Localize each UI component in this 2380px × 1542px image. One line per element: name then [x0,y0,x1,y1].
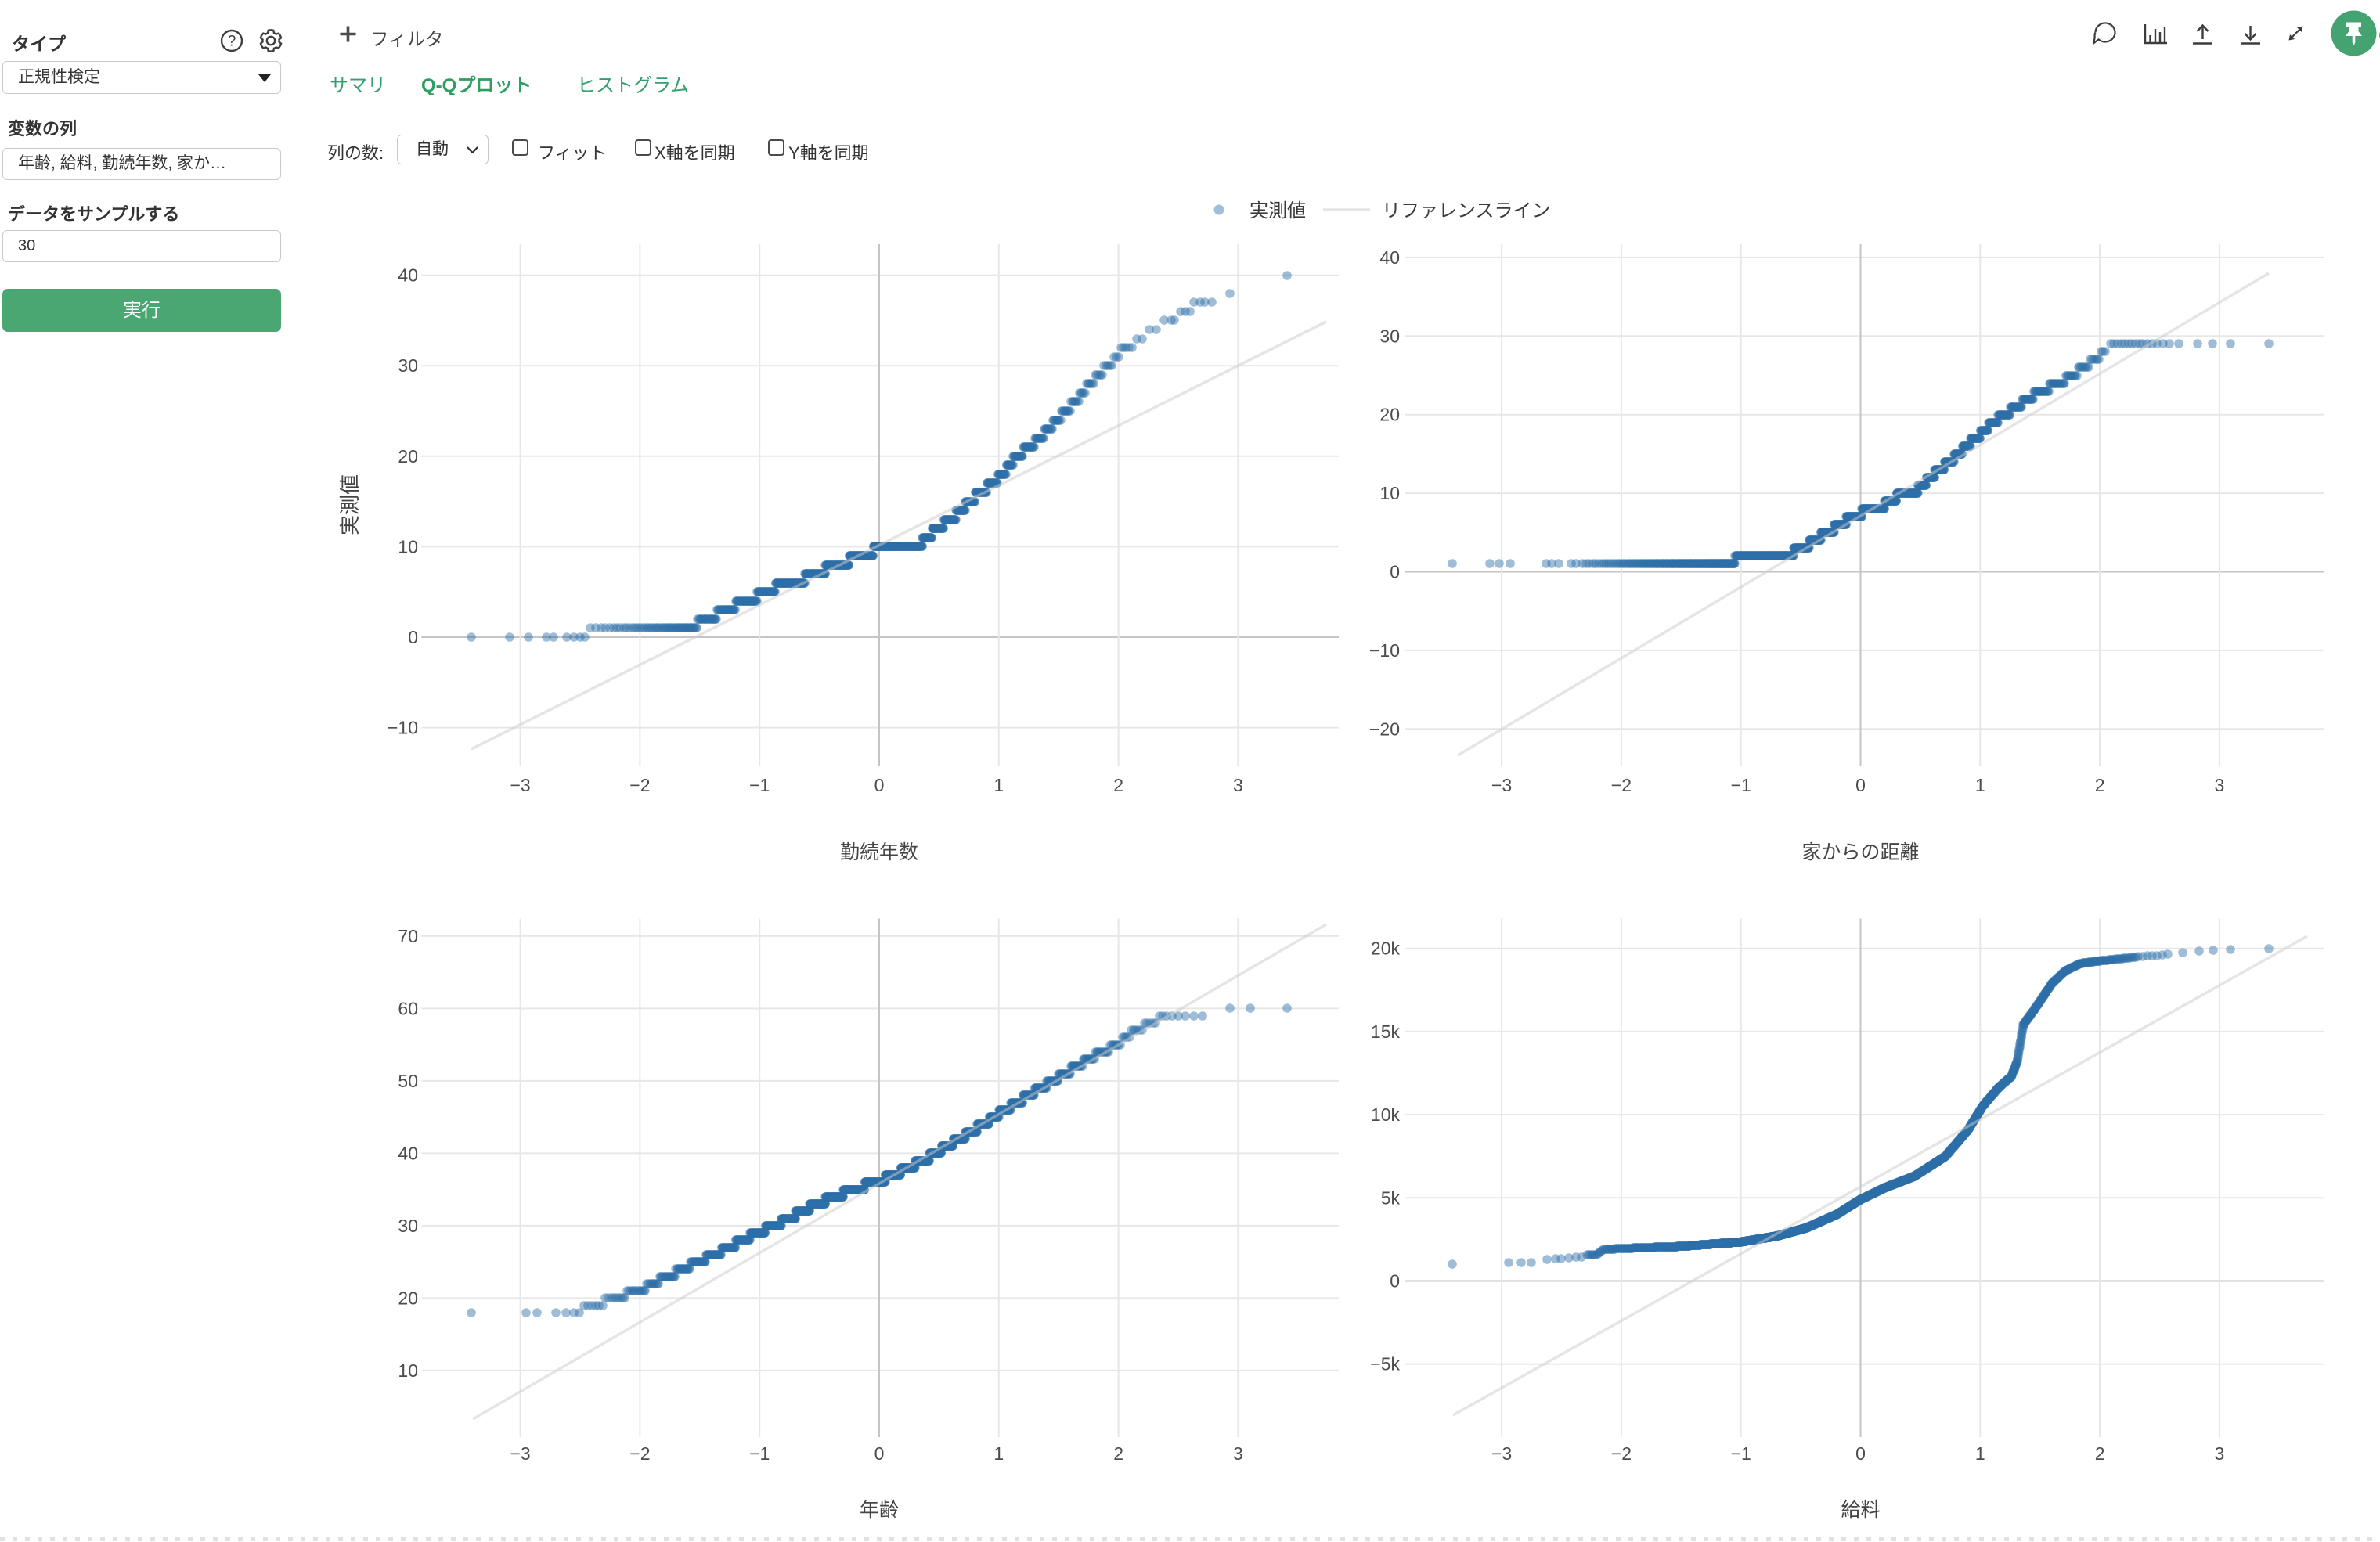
svg-text:10: 10 [398,536,418,557]
svg-text:−2: −2 [1611,775,1632,795]
svg-text:2: 2 [1113,775,1123,795]
svg-text:30: 30 [1379,326,1400,346]
svg-text:50: 50 [398,1071,418,1091]
svg-text:−3: −3 [510,775,530,795]
svg-text:?: ? [228,34,236,50]
svg-text:3: 3 [1233,1443,1243,1464]
svg-text:−1: −1 [1731,775,1751,795]
svg-text:0: 0 [1390,562,1400,582]
svg-text:家からの距離: 家からの距離 [1801,841,1919,863]
svg-text:40: 40 [398,265,418,286]
svg-text:0: 0 [1855,775,1866,795]
svg-text:−10: −10 [1369,640,1400,661]
svg-text:70: 70 [398,926,418,946]
svg-text:年齢: 年齢 [860,1499,899,1521]
svg-text:0: 0 [874,775,885,795]
svg-text:40: 40 [1379,247,1400,268]
svg-text:30: 30 [398,1216,418,1236]
svg-text:20: 20 [1379,405,1400,425]
svg-text:10: 10 [398,1360,418,1381]
svg-text:−1: −1 [749,1443,770,1464]
svg-text:−2: −2 [629,775,650,795]
svg-text:−20: −20 [1369,719,1400,739]
svg-text:0: 0 [408,627,418,647]
svg-text:40: 40 [398,1143,418,1163]
svg-text:1: 1 [1975,775,1985,795]
svg-text:60: 60 [398,998,418,1018]
svg-text:1: 1 [993,775,1004,795]
svg-text:1: 1 [993,1443,1004,1464]
svg-text:20: 20 [398,446,418,467]
svg-text:2: 2 [2095,775,2105,795]
svg-text:30: 30 [398,355,418,376]
svg-text:3: 3 [1233,775,1243,795]
svg-text:2: 2 [1113,1443,1123,1464]
svg-text:10: 10 [1379,483,1400,503]
svg-text:−10: −10 [388,718,418,738]
svg-text:0: 0 [874,1443,885,1464]
svg-text:−1: −1 [749,775,770,795]
svg-text:−3: −3 [510,1443,530,1464]
svg-text:−2: −2 [629,1443,650,1464]
svg-text:−3: −3 [1491,775,1512,795]
svg-text:勤続年数: 勤続年数 [840,841,918,863]
svg-text:20: 20 [398,1288,418,1308]
svg-text:3: 3 [2215,775,2225,795]
